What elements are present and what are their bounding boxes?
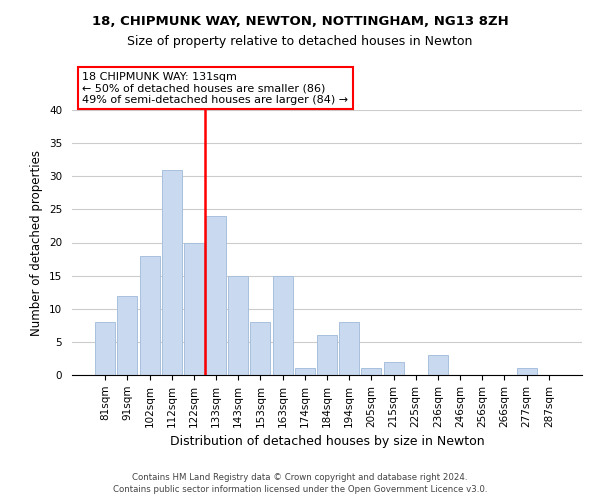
Text: Contains HM Land Registry data © Crown copyright and database right 2024.: Contains HM Land Registry data © Crown c… — [132, 472, 468, 482]
Text: Contains public sector information licensed under the Open Government Licence v3: Contains public sector information licen… — [113, 485, 487, 494]
Bar — [339, 322, 359, 375]
X-axis label: Distribution of detached houses by size in Newton: Distribution of detached houses by size … — [170, 435, 484, 448]
Bar — [162, 170, 182, 375]
Bar — [250, 322, 271, 375]
Text: 18 CHIPMUNK WAY: 131sqm
← 50% of detached houses are smaller (86)
49% of semi-de: 18 CHIPMUNK WAY: 131sqm ← 50% of detache… — [82, 72, 349, 104]
Bar — [184, 242, 204, 375]
Bar — [428, 355, 448, 375]
Text: 18, CHIPMUNK WAY, NEWTON, NOTTINGHAM, NG13 8ZH: 18, CHIPMUNK WAY, NEWTON, NOTTINGHAM, NG… — [92, 15, 508, 28]
Bar — [140, 256, 160, 375]
Bar — [272, 276, 293, 375]
Y-axis label: Number of detached properties: Number of detached properties — [31, 150, 43, 336]
Bar — [295, 368, 315, 375]
Bar — [317, 335, 337, 375]
Bar — [361, 368, 382, 375]
Bar — [118, 296, 137, 375]
Bar — [517, 368, 536, 375]
Bar — [206, 216, 226, 375]
Bar — [383, 362, 404, 375]
Bar — [228, 276, 248, 375]
Bar — [95, 322, 115, 375]
Text: Size of property relative to detached houses in Newton: Size of property relative to detached ho… — [127, 35, 473, 48]
